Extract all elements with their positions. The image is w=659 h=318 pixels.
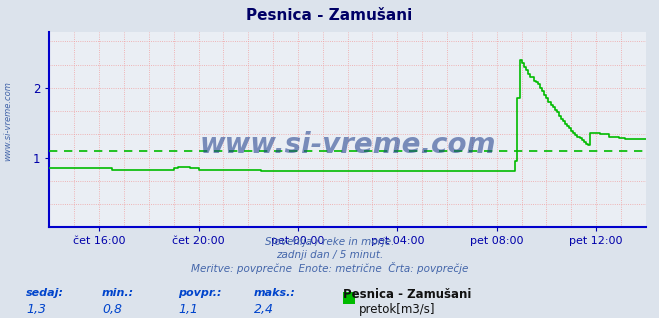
Text: maks.:: maks.:	[254, 288, 296, 298]
Text: Pesnica - Zamušani: Pesnica - Zamušani	[246, 8, 413, 23]
Text: zadnji dan / 5 minut.: zadnji dan / 5 minut.	[276, 250, 383, 259]
Text: Slovenija / reke in morje.: Slovenija / reke in morje.	[265, 237, 394, 247]
Text: 2,4: 2,4	[254, 303, 273, 316]
Text: min.:: min.:	[102, 288, 134, 298]
Text: www.si-vreme.com: www.si-vreme.com	[200, 131, 496, 159]
Text: Meritve: povprečne  Enote: metrične  Črta: povprečje: Meritve: povprečne Enote: metrične Črta:…	[191, 262, 468, 274]
Text: sedaj:: sedaj:	[26, 288, 65, 298]
Text: 0,8: 0,8	[102, 303, 122, 316]
Text: 1,1: 1,1	[178, 303, 198, 316]
Text: 1,3: 1,3	[26, 303, 46, 316]
Text: povpr.:: povpr.:	[178, 288, 221, 298]
Text: Pesnica - Zamušani: Pesnica - Zamušani	[343, 288, 471, 301]
Text: www.si-vreme.com: www.si-vreme.com	[3, 81, 13, 161]
Text: pretok[m3/s]: pretok[m3/s]	[359, 303, 436, 316]
